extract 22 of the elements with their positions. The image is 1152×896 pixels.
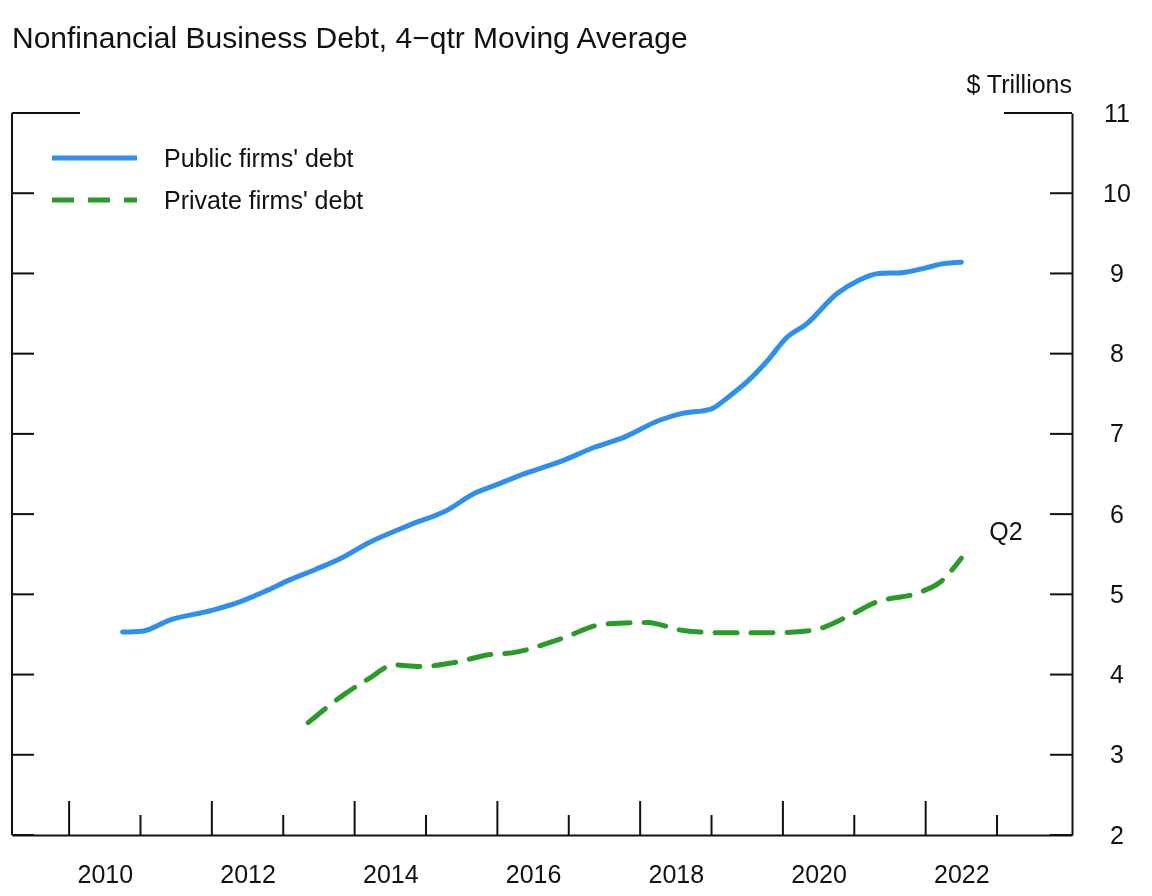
- x-tick-label: 2014: [363, 859, 419, 888]
- y-tick-label: 8: [1110, 339, 1124, 368]
- legend-label: Public firms' debt: [164, 143, 354, 172]
- annotation: Q2: [989, 517, 1023, 546]
- y-tick-label: 6: [1110, 499, 1124, 528]
- x-tick-label: 2016: [505, 859, 562, 888]
- x-tick-label: 2010: [77, 859, 134, 888]
- y-tick-label: 9: [1110, 258, 1124, 287]
- y-tick-label: 7: [1110, 419, 1124, 448]
- legend-label: Private firms' debt: [164, 185, 364, 214]
- y-tick-label: 11: [1104, 98, 1130, 127]
- x-tick-label: 2012: [220, 859, 276, 888]
- y-tick-label: 4: [1110, 660, 1125, 689]
- chart-title: Nonfinancial Business Debt, 4−qtr Moving Average: [12, 21, 688, 54]
- y-axis-title: $ Trillions: [966, 70, 1072, 98]
- y-tick-label: 5: [1110, 579, 1124, 608]
- y-tick-label: 3: [1110, 740, 1124, 769]
- x-tick-label: 2022: [934, 859, 990, 888]
- y-tick-label: 10: [1103, 178, 1131, 207]
- x-tick-label: 2020: [791, 859, 847, 888]
- y-tick-label: 2: [1110, 820, 1124, 849]
- x-tick-label: 2018: [648, 859, 705, 888]
